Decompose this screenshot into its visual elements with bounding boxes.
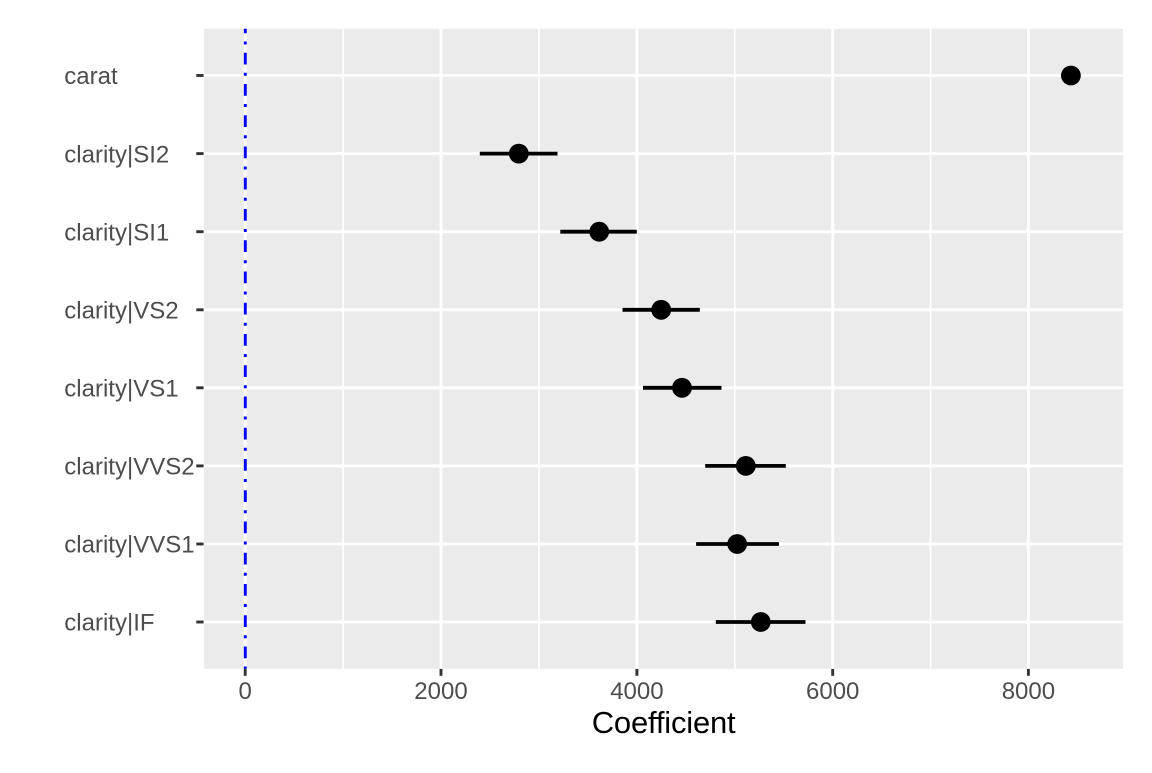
svg-text:clarity|VVS2: clarity|VVS2 (64, 454, 194, 481)
svg-text:Coefficient: Coefficient (592, 705, 736, 740)
svg-text:carat: carat (64, 63, 118, 90)
svg-text:6000: 6000 (806, 678, 859, 705)
svg-text:clarity|VVS1: clarity|VVS1 (64, 532, 194, 559)
svg-text:clarity|SI1: clarity|SI1 (64, 219, 169, 246)
svg-text:4000: 4000 (610, 678, 663, 705)
svg-text:clarity|IF: clarity|IF (64, 610, 154, 637)
svg-text:8000: 8000 (1002, 678, 1055, 705)
svg-text:clarity|SI2: clarity|SI2 (64, 141, 169, 168)
svg-text:0: 0 (239, 678, 252, 705)
svg-text:2000: 2000 (414, 678, 467, 705)
svg-text:clarity|VS2: clarity|VS2 (64, 298, 178, 325)
svg-text:clarity|VS1: clarity|VS1 (64, 376, 178, 403)
